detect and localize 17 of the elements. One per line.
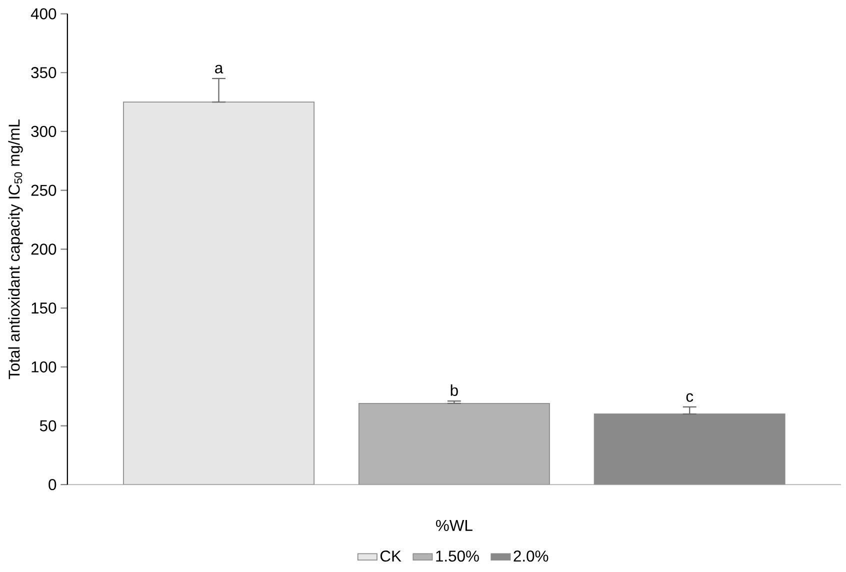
y-tick-label: 100 <box>32 361 56 372</box>
y-axis-title: Total antioxidant capacity IC$_{50}$ mg/mL <box>8 119 23 380</box>
y-tick-label: 350 <box>31 66 56 78</box>
y-tick-label: 300 <box>31 126 56 137</box>
legend-label: 2.0% <box>514 550 548 562</box>
y-tick-label: 150 <box>32 302 56 314</box>
y-tick-label: 0 <box>48 478 56 490</box>
legend-label: CK <box>380 550 402 562</box>
annotation: c <box>686 393 694 402</box>
y-tick-label: 50 <box>40 420 56 432</box>
y-tick-label: 400 <box>30 8 56 20</box>
legend-label: 1.50% <box>436 550 479 562</box>
annotation: a <box>215 64 224 74</box>
annotation: b <box>450 384 458 396</box>
y-tick-label: 200 <box>31 244 56 255</box>
x-tick-label: %WL <box>436 520 472 531</box>
y-tick-label: 250 <box>31 184 56 196</box>
